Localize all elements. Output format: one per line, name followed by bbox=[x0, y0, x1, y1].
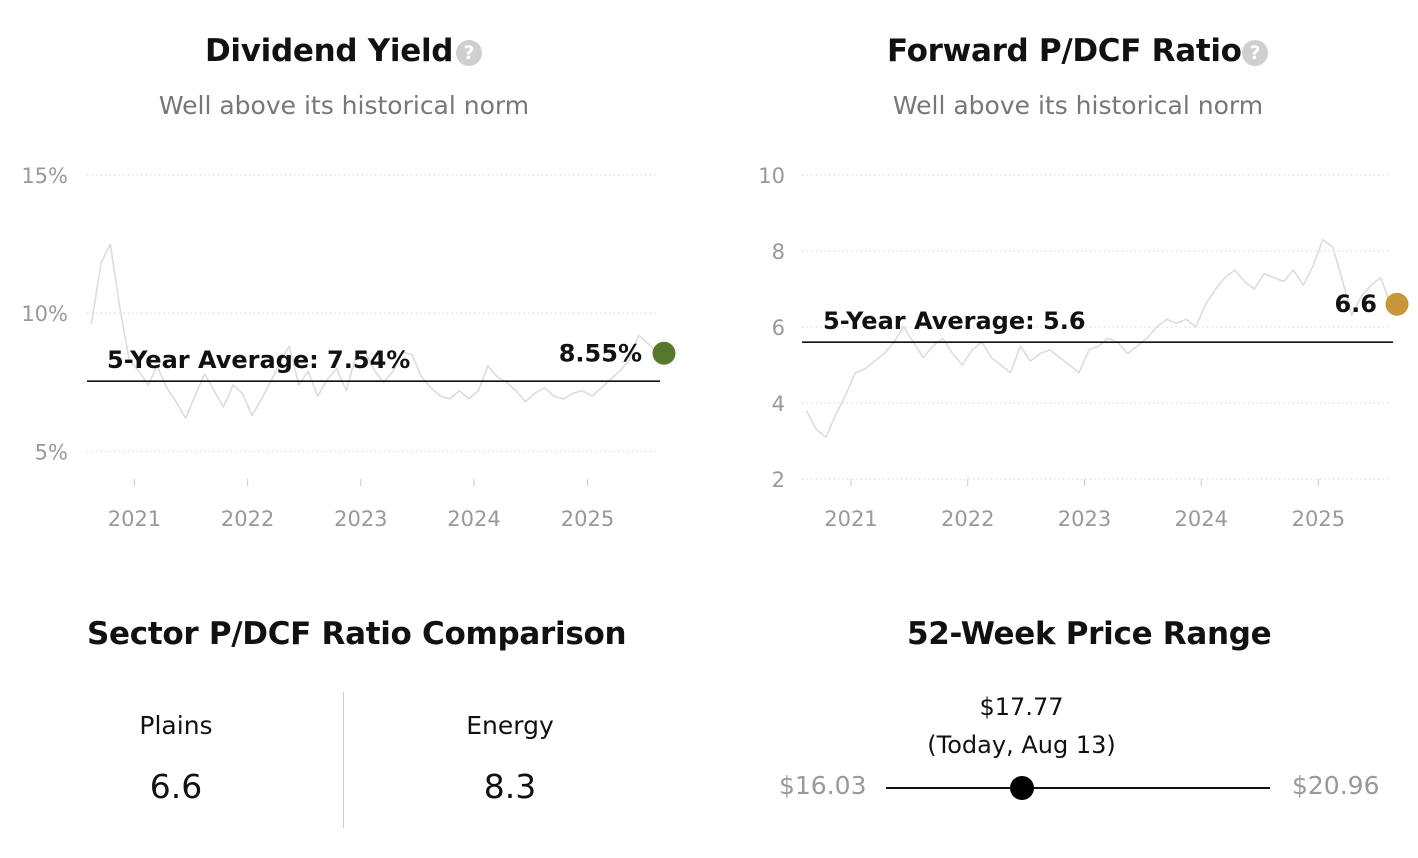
current-value-marker bbox=[652, 341, 676, 365]
forward-pdcf-title: Forward P/DCF Ratio bbox=[887, 33, 1242, 69]
question-circle-icon[interactable]: ? bbox=[1242, 40, 1268, 66]
x-tick-label: 2023 bbox=[1058, 507, 1111, 531]
current-value-marker bbox=[1385, 292, 1409, 316]
price-range-current-note: (Today, Aug 13) bbox=[927, 731, 1116, 759]
y-tick-label: 2 bbox=[772, 468, 785, 492]
history-line bbox=[805, 238, 1392, 439]
y-tick-label: 10% bbox=[21, 302, 68, 326]
y-tick-label: 10 bbox=[758, 164, 785, 188]
current-value-label: 8.55% bbox=[559, 339, 642, 367]
x-tick-label: 2021 bbox=[824, 507, 877, 531]
dividend-yield-panel: Dividend Yield ? Well above its historic… bbox=[0, 0, 709, 560]
sector-item-plains-value: 6.6 bbox=[149, 767, 203, 806]
x-tick-label: 2023 bbox=[334, 507, 387, 531]
x-tick-label: 2024 bbox=[447, 507, 500, 531]
sector-item-energy-name: Energy bbox=[466, 711, 554, 740]
x-tick-label: 2024 bbox=[1175, 507, 1228, 531]
x-tick-label: 2025 bbox=[1292, 507, 1345, 531]
average-label: 5-Year Average: 7.54% bbox=[107, 346, 410, 374]
price-range-title: 52-Week Price Range bbox=[907, 616, 1272, 652]
dividend-yield-title: Dividend Yield bbox=[205, 33, 454, 69]
forward-pdcf-subtitle: Well above its historical norm bbox=[892, 91, 1264, 120]
history-line bbox=[90, 243, 659, 420]
sector-comparison-title: Sector P/DCF Ratio Comparison bbox=[87, 616, 627, 652]
sector-divider bbox=[343, 692, 344, 828]
price-range-track bbox=[886, 787, 1270, 789]
y-tick-label: 8 bbox=[772, 240, 785, 264]
price-range-high: $20.96 bbox=[1292, 771, 1380, 800]
dividend-yield-subtitle: Well above its historical norm bbox=[158, 91, 530, 120]
price-range: 52-Week Price Range $17.77 (Today, Aug 1… bbox=[709, 560, 1418, 858]
y-tick-label: 6 bbox=[772, 316, 785, 340]
y-tick-label: 15% bbox=[21, 164, 68, 188]
y-tick-label: 5% bbox=[35, 440, 68, 464]
price-range-current-price: $17.77 bbox=[979, 693, 1064, 721]
y-tick-label: 4 bbox=[772, 392, 785, 416]
price-range-current: $17.77 (Today, Aug 13) bbox=[872, 688, 1172, 764]
x-tick-label: 2021 bbox=[108, 507, 161, 531]
question-circle-icon[interactable]: ? bbox=[456, 40, 482, 66]
x-tick-label: 2022 bbox=[221, 507, 274, 531]
sector-item-energy-value: 8.3 bbox=[483, 767, 537, 806]
sector-item-plains-name: Plains bbox=[139, 711, 213, 740]
price-range-marker bbox=[1009, 776, 1034, 800]
price-range-low: $16.03 bbox=[779, 771, 867, 800]
sector-comparison: Sector P/DCF Ratio Comparison Plains 6.6… bbox=[0, 560, 709, 858]
average-label: 5-Year Average: 5.6 bbox=[823, 307, 1086, 335]
current-value-label: 6.6 bbox=[1334, 290, 1377, 318]
forward-pdcf-panel: Forward P/DCF Ratio ? Well above its his… bbox=[709, 0, 1418, 560]
dividend-yield-chart: 5% 10% 15% 2021 2022 2023 2024 2025 5-Year Avera… bbox=[21, 164, 676, 531]
x-tick-label: 2025 bbox=[561, 507, 614, 531]
x-tick-label: 2022 bbox=[941, 507, 994, 531]
forward-pdcf-chart: 2 4 6 8 10 2021 2022 2023 2024 2025 5-Year Average… bbox=[758, 164, 1409, 531]
